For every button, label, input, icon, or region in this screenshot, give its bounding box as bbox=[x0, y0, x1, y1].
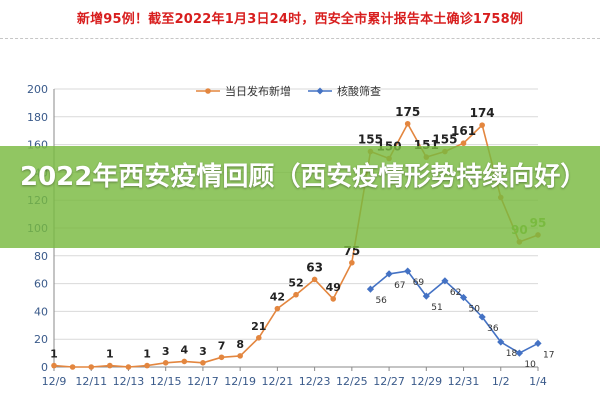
dashed-divider bbox=[0, 38, 600, 39]
x-tick-label: 12/29 bbox=[410, 375, 442, 388]
title-overlay-band bbox=[0, 146, 600, 248]
data-point bbox=[125, 364, 132, 370]
x-tick-label: 12/21 bbox=[262, 375, 294, 388]
data-point bbox=[218, 354, 225, 361]
data-label: 174 bbox=[470, 106, 495, 120]
data-label: 18 bbox=[506, 349, 518, 359]
x-tick-label: 12/31 bbox=[448, 375, 480, 388]
data-point bbox=[200, 360, 206, 366]
data-label: 3 bbox=[162, 345, 170, 358]
data-label: 155 bbox=[432, 133, 457, 147]
data-label: 1 bbox=[50, 348, 58, 361]
data-point bbox=[441, 277, 449, 285]
data-label: 4 bbox=[180, 343, 188, 356]
legend-marker bbox=[205, 88, 211, 94]
x-tick-label: 12/25 bbox=[336, 375, 368, 388]
data-point bbox=[51, 362, 57, 369]
data-point bbox=[144, 362, 150, 369]
data-point bbox=[385, 270, 393, 278]
data-point bbox=[404, 267, 412, 275]
series-line-2 bbox=[369, 270, 539, 354]
data-label: 50 bbox=[469, 305, 481, 315]
data-point bbox=[107, 362, 113, 369]
y-tick-label: 180 bbox=[27, 111, 48, 124]
data-label: 49 bbox=[326, 281, 341, 294]
x-tick-label: 1/2 bbox=[492, 375, 510, 388]
data-point bbox=[479, 122, 485, 128]
data-label: 1 bbox=[143, 348, 151, 361]
data-point bbox=[478, 313, 486, 321]
data-label: 8 bbox=[236, 338, 244, 351]
data-label: 62 bbox=[450, 288, 461, 298]
data-label: 36 bbox=[487, 324, 499, 334]
data-label: 155 bbox=[358, 133, 383, 147]
y-tick-label: 20 bbox=[34, 333, 48, 346]
data-label: 161 bbox=[451, 124, 476, 138]
data-point bbox=[88, 364, 95, 370]
data-point bbox=[459, 293, 468, 302]
x-tick-label: 12/13 bbox=[113, 375, 145, 388]
data-point bbox=[497, 338, 505, 346]
data-label: 1 bbox=[106, 348, 114, 361]
data-label: 51 bbox=[431, 303, 442, 313]
data-label: 52 bbox=[288, 277, 303, 290]
data-label: 42 bbox=[270, 291, 285, 304]
data-point bbox=[237, 353, 243, 359]
y-tick-label: 60 bbox=[34, 278, 48, 291]
data-label: 63 bbox=[306, 260, 323, 274]
data-point bbox=[274, 305, 281, 312]
data-label: 7 bbox=[218, 339, 226, 352]
data-point bbox=[293, 291, 299, 298]
data-point bbox=[366, 285, 375, 293]
data-point bbox=[404, 120, 411, 127]
data-point bbox=[422, 292, 430, 300]
data-label: 21 bbox=[251, 320, 266, 333]
y-tick-label: 40 bbox=[34, 305, 48, 318]
legend-marker bbox=[316, 87, 324, 95]
data-label: 10 bbox=[524, 360, 536, 370]
data-point bbox=[515, 349, 523, 357]
data-point bbox=[255, 335, 262, 341]
headline: 新增95例！截至2022年1月3日24时，西安全市累计报告本土确诊1758例 bbox=[76, 12, 524, 27]
data-label: 56 bbox=[375, 296, 387, 306]
x-tick-label: 12/11 bbox=[75, 375, 107, 388]
legend-label: 当日发布新增 bbox=[225, 84, 291, 98]
data-label: 67 bbox=[394, 281, 405, 291]
data-label: 17 bbox=[543, 350, 554, 360]
overlay-title: 2022年西安疫情回顾（西安疫情形势持续向好） bbox=[20, 162, 587, 192]
x-tick-label: 12/19 bbox=[224, 375, 256, 388]
x-tick-label: 1/4 bbox=[529, 375, 547, 388]
data-point bbox=[69, 364, 76, 370]
x-tick-label: 12/27 bbox=[373, 375, 405, 388]
data-point bbox=[330, 296, 337, 302]
data-point bbox=[311, 276, 318, 283]
data-point bbox=[162, 360, 169, 366]
x-tick-label: 12/15 bbox=[150, 375, 182, 388]
data-point bbox=[460, 140, 467, 147]
y-tick-label: 80 bbox=[34, 250, 48, 263]
legend-label: 核酸筛查 bbox=[337, 84, 381, 98]
data-label: 175 bbox=[395, 105, 420, 119]
x-tick-label: 12/17 bbox=[187, 375, 219, 388]
y-tick-label: 200 bbox=[27, 83, 48, 96]
x-tick-label: 12/9 bbox=[42, 375, 67, 388]
data-label: 69 bbox=[413, 278, 425, 288]
data-label: 3 bbox=[199, 345, 207, 358]
x-tick-label: 12/23 bbox=[299, 375, 331, 388]
data-point bbox=[534, 339, 542, 347]
data-point bbox=[181, 358, 188, 365]
y-tick-label: 0 bbox=[41, 361, 48, 374]
data-point bbox=[349, 259, 355, 266]
